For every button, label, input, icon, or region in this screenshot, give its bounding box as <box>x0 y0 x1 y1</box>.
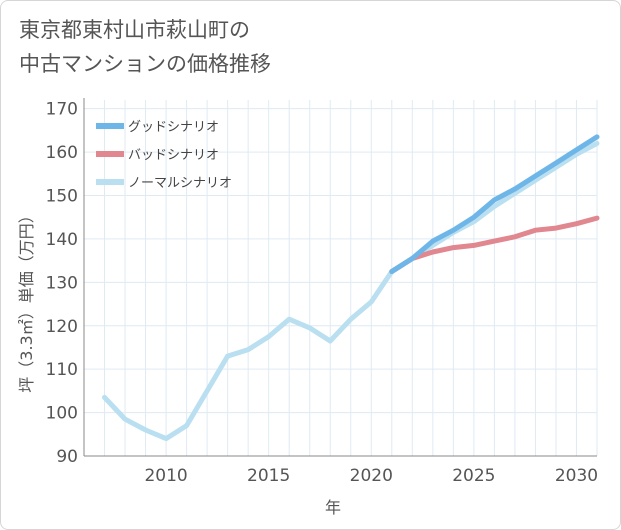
y-tick-label: 130 <box>46 273 78 293</box>
y-tick-label: 170 <box>46 100 78 120</box>
chart-title-line-2: 中古マンションの価格推移 <box>19 52 271 76</box>
x-tick-label: 2020 <box>350 466 393 486</box>
y-tick-label: 140 <box>46 230 78 250</box>
x-tick-label: 2030 <box>555 466 598 486</box>
y-tick-label: 120 <box>46 317 78 337</box>
chart-title-line-1: 東京都東村山市萩山町の <box>19 18 250 42</box>
legend-label: バッドシナリオ <box>128 148 219 163</box>
x-tick-label: 2025 <box>452 466 495 486</box>
chart-title: 東京都東村山市萩山町の 中古マンションの価格推移 <box>19 13 579 81</box>
y-tick-label: 100 <box>46 404 78 424</box>
y-tick-label: 110 <box>46 360 78 380</box>
x-tick-label: 2015 <box>247 466 290 486</box>
legend-label: グッドシナリオ <box>128 120 219 135</box>
y-tick-label: 90 <box>56 447 78 467</box>
series-line-0 <box>389 134 600 274</box>
y-axis-label: 坪（3.3㎡）単価（万円） <box>17 207 36 392</box>
y-tick-label: 160 <box>46 143 78 163</box>
series-line-1 <box>389 215 600 274</box>
series-line-2 <box>102 140 600 442</box>
chart-tick-labels: 90 100 110 120 130 140 150 160 170 2010 2015 2020 20… <box>46 100 599 486</box>
chart-series <box>102 134 600 442</box>
x-axis-label: 年 <box>325 498 341 517</box>
legend-label: ノーマルシナリオ <box>128 176 232 191</box>
x-tick-label: 2010 <box>144 466 187 486</box>
chart-axes <box>83 98 597 457</box>
y-tick-label: 150 <box>46 187 78 207</box>
